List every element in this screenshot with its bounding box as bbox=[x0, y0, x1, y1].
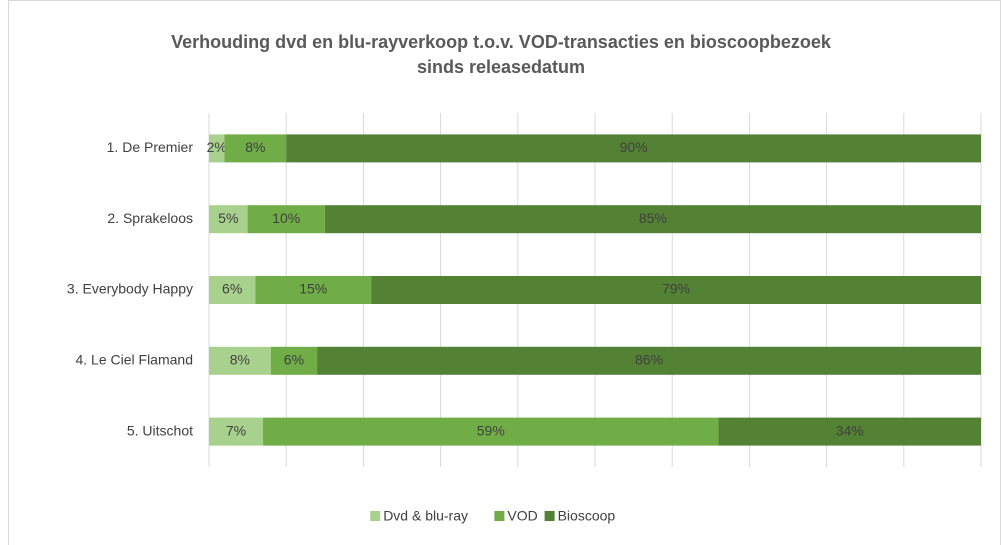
bar-segment bbox=[718, 417, 981, 446]
data-label: 90% bbox=[620, 139, 648, 155]
y-tick-label: 2. Sprakeloos bbox=[107, 210, 193, 226]
data-label: 5% bbox=[218, 210, 238, 226]
legend-label: Bioscoop bbox=[558, 508, 616, 524]
legend-swatch bbox=[544, 511, 555, 521]
data-label: 85% bbox=[639, 210, 667, 226]
chart-frame bbox=[8, 0, 1001, 545]
bar-segment bbox=[286, 134, 981, 163]
bar-segment bbox=[324, 205, 981, 234]
data-label: 8% bbox=[230, 352, 250, 368]
data-label: 2% bbox=[207, 139, 227, 155]
legend-label: VOD bbox=[507, 508, 537, 524]
bar-segment bbox=[247, 205, 325, 234]
bar-segment bbox=[209, 276, 256, 304]
data-label: 6% bbox=[284, 352, 304, 368]
legend-label: Dvd & blu-ray bbox=[383, 508, 468, 524]
legend-swatch bbox=[370, 511, 381, 521]
data-label: 10% bbox=[272, 210, 300, 226]
bar-segment bbox=[209, 134, 225, 163]
bar-segment bbox=[209, 346, 271, 375]
y-tick-label: 4. Le Ciel Flamand bbox=[75, 352, 193, 368]
y-tick-label: 1. De Premier bbox=[107, 139, 194, 155]
data-label: 59% bbox=[477, 422, 505, 438]
legend-swatch bbox=[494, 511, 505, 521]
bar-segment bbox=[209, 417, 264, 446]
bar-segment bbox=[270, 346, 318, 375]
data-label: 6% bbox=[222, 281, 242, 297]
bar-segment bbox=[224, 134, 287, 163]
data-label: 34% bbox=[836, 422, 864, 438]
bar-segment bbox=[317, 346, 982, 375]
bar-segment bbox=[371, 276, 981, 304]
bar-segment bbox=[209, 205, 248, 234]
data-label: 86% bbox=[635, 352, 663, 368]
data-label: 15% bbox=[299, 281, 327, 297]
data-label: 7% bbox=[226, 422, 246, 438]
data-label: 8% bbox=[245, 139, 265, 155]
y-tick-label: 5. Uitschot bbox=[127, 422, 193, 438]
bar-segment bbox=[255, 276, 372, 304]
bar-segment bbox=[263, 417, 719, 446]
chart-title: Verhouding dvd en blu-rayverkoop t.o.v. … bbox=[171, 32, 831, 77]
data-label: 79% bbox=[662, 281, 690, 297]
y-tick-label: 3. Everybody Happy bbox=[67, 281, 193, 297]
